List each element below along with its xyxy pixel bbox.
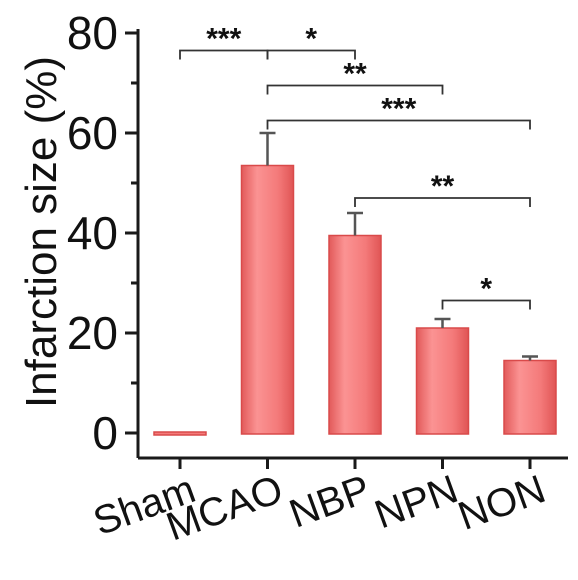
bar-sham	[153, 431, 207, 436]
significance-bracket	[354, 197, 531, 207]
significance-label: **	[343, 58, 367, 91]
error-bar-nbp	[347, 211, 363, 236]
x-tick-label-non: NON	[452, 467, 551, 539]
bar-npn	[415, 327, 470, 435]
y-tick-label: 80	[67, 7, 118, 59]
significance-label: **	[431, 170, 455, 203]
significance-bracket	[266, 49, 356, 60]
x-tick-label-nbp: NBP	[284, 467, 376, 536]
y-tick-label: 20	[67, 307, 118, 359]
y-axis-label: Infarction size (%)	[17, 56, 66, 408]
significance-bracket	[441, 299, 531, 310]
error-bar-npn	[434, 317, 451, 328]
error-bars-group	[259, 131, 538, 361]
significance-bracket	[266, 84, 444, 95]
bars-group	[153, 164, 557, 436]
y-tick-label: 60	[67, 107, 118, 159]
y-tick-label: 0	[92, 407, 118, 459]
error-bar-mcao	[259, 131, 276, 166]
bar-mcao	[240, 164, 295, 435]
significance-label: *	[480, 273, 492, 306]
x-tick-label-npn: NPN	[369, 467, 463, 537]
y-tick-label: 40	[67, 207, 118, 259]
significance-label: ***	[206, 23, 241, 56]
significance-label: *	[305, 23, 317, 56]
error-bar-non	[522, 355, 538, 361]
significance-bracket	[266, 119, 531, 130]
bar-nbp	[328, 234, 382, 435]
significance-group: *** *********	[179, 23, 531, 310]
bar-non	[503, 359, 557, 435]
significance-label: ***	[381, 93, 416, 126]
